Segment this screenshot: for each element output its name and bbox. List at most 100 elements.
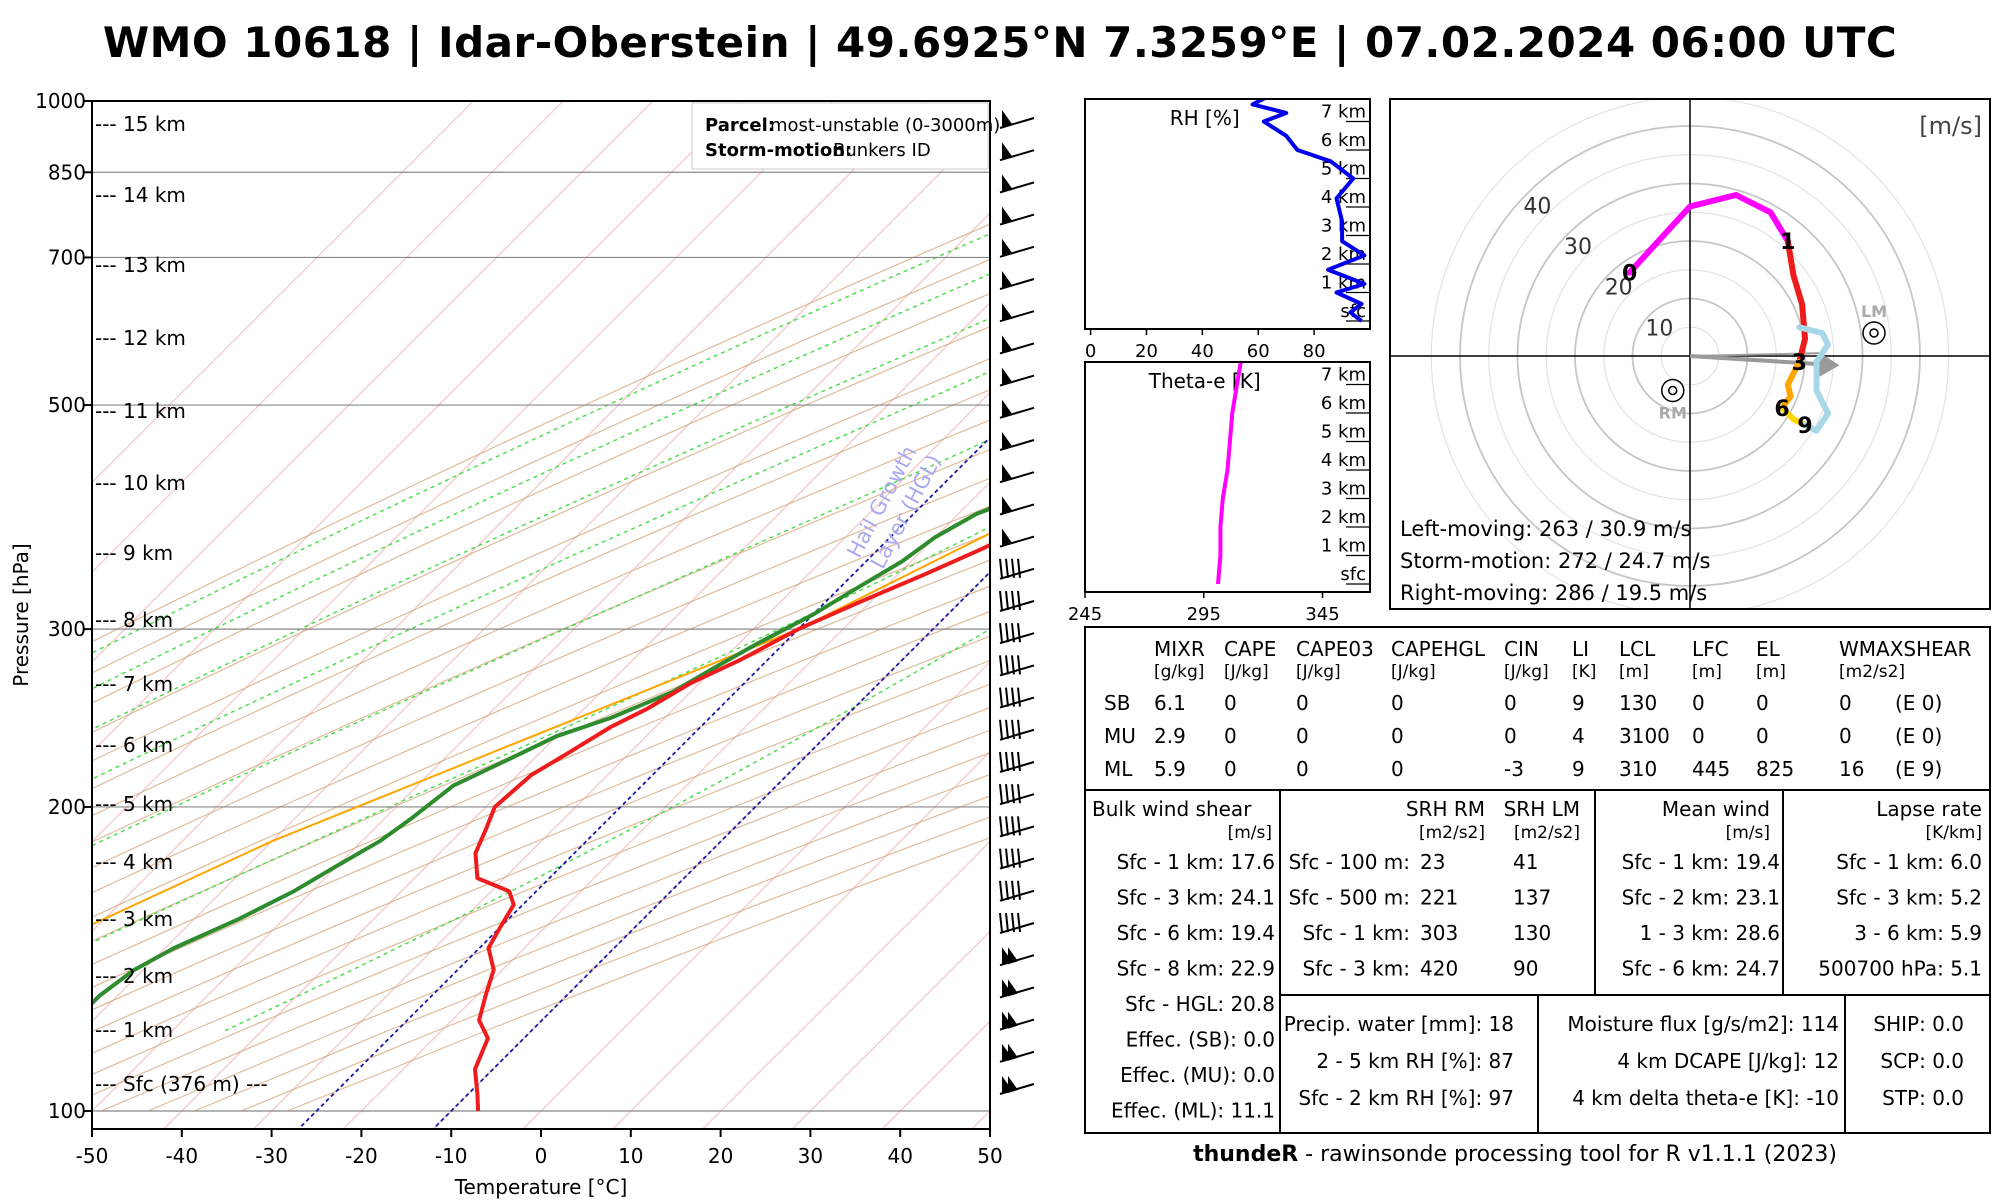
wind-barb-staff (999, 342, 1035, 355)
height-label: --- 14 km (95, 183, 186, 207)
thermo-unit-cell: [J/kg] (1504, 662, 1549, 682)
wind-barb-feather (999, 590, 1003, 611)
wind-barb (999, 464, 1035, 484)
thermo-header-cell: CAPE03 (1296, 637, 1374, 661)
isotherm-line (611, 750, 990, 1129)
height-tick-label: 6 km (1321, 393, 1366, 414)
lapse-rate-title: Lapse rate (1876, 797, 1982, 821)
wind-barb-pennant (1002, 464, 1012, 482)
bulk-shear-unit: [m/s] (1228, 823, 1272, 843)
wind-barb-feather (999, 848, 1003, 868)
thermo-cell: (E 0) (1895, 724, 1942, 748)
srh-lm-unit: [m2/s2] (1514, 823, 1580, 843)
skewt-ylabel: Pressure [hPa] (9, 543, 33, 686)
storm-marker-label: LM (1861, 302, 1887, 321)
skewt-frame (91, 100, 991, 1130)
height-label: --- 12 km (95, 326, 186, 350)
bulk-shear-row: Effec. (SB): 0.0 (1126, 1028, 1275, 1052)
wind-barb (999, 206, 1035, 226)
storm-legend-value: Bunkers ID (833, 140, 931, 161)
mixing-ratio-label: 2 (1187, 297, 1198, 318)
hodograph-storm-text: Storm-motion: 272 / 24.7 m/s (1400, 549, 1710, 573)
temperature-tick-label: 40 (887, 1144, 912, 1168)
wind-barb-staff (999, 245, 1035, 258)
wind-barb (999, 848, 1035, 870)
wind-barb-feather (1011, 912, 1015, 933)
dry-adiabat-line (92, 635, 990, 1011)
wind-barb-feather (1017, 590, 1021, 611)
height-label: --- 1 km (95, 1018, 173, 1042)
thermo-header-cell: LFC (1692, 637, 1729, 661)
isotherm-line (92, 122, 990, 1023)
wind-barb-feather (1017, 655, 1021, 675)
wind-barb-feather (1011, 848, 1015, 868)
bulk-shear-row: Sfc - 3 km: 24.1 (1117, 886, 1275, 910)
hodograph-height-marker: 1 (1780, 230, 1795, 255)
thermo-header-cell: LCL (1619, 637, 1656, 661)
height-label: --- 4 km (95, 850, 173, 874)
height-label: --- 10 km (95, 471, 186, 495)
srh-lm-value: 90 (1513, 957, 1538, 981)
hodograph-ring-label: 30 (1564, 235, 1592, 260)
wind-barb (999, 751, 1035, 773)
flux-row: Moisture flux [g/s/m2]: 114 (1567, 1012, 1839, 1036)
wind-barb-feather (1005, 784, 1009, 804)
bulk-shear-row: Sfc - 8 km: 22.9 (1117, 957, 1275, 981)
thermo-cell: 6.1 (1154, 691, 1186, 715)
height-label: --- 5 km (95, 792, 173, 816)
wind-barb (999, 142, 1035, 162)
isotherm-line (791, 930, 990, 1129)
moisture-row: Precip. water [mm]: 18 (1284, 1012, 1514, 1036)
dry-adiabat-line (92, 532, 990, 918)
mean-wind-row: Sfc - 1 km: 19.4 (1622, 850, 1780, 874)
hodograph-height-marker: 9 (1797, 414, 1812, 439)
hodograph-segment-3-6km (1779, 358, 1803, 411)
wind-barb-pennant (1002, 335, 1012, 353)
moist-adiabat-line (224, 628, 990, 1032)
wind-barb (999, 399, 1035, 419)
wind-barb-feather (999, 655, 1003, 675)
dry-adiabat-line (92, 389, 990, 790)
moist-adiabat-line (92, 233, 990, 654)
lapse-rate-row: 500700 hPa: 5.1 (1818, 957, 1982, 981)
dry-adiabat-line (287, 837, 990, 1112)
height-label: --- 11 km (95, 399, 186, 423)
thetae-profile-line (1216, 362, 1243, 585)
isotherm-line (342, 481, 990, 1129)
wind-barb-feather (1011, 719, 1015, 739)
thermo-cell: ML (1104, 757, 1133, 781)
srh-row-label: Sfc - 1 km: (1302, 921, 1410, 945)
wind-barb-feather (1005, 590, 1009, 611)
wind-barb (999, 367, 1035, 387)
thermo-unit-cell: [J/kg] (1391, 662, 1436, 682)
wind-barb (999, 1076, 1035, 1095)
wind-barb-staff (999, 149, 1035, 162)
panel-line-group (1216, 362, 1243, 585)
wind-barb-feather (999, 558, 1003, 578)
thermo-cell: 9 (1572, 691, 1585, 715)
wind-barb-feather (1017, 687, 1021, 707)
thermo-cell: 825 (1756, 757, 1794, 781)
wind-barb-staff (999, 600, 1035, 612)
temperature-tick-label: -30 (255, 1144, 288, 1168)
srh-rm-unit: [m2/s2] (1419, 823, 1485, 843)
mean-wind-row: Sfc - 2 km: 23.1 (1622, 886, 1780, 910)
height-label: --- Sfc (376 m) --- (95, 1072, 268, 1096)
hodograph-height-marker: 0 (1622, 262, 1637, 287)
isotherm-line (522, 661, 990, 1129)
wind-barb (999, 271, 1035, 290)
bulk-shear-row: Sfc - HGL: 20.8 (1125, 992, 1275, 1016)
x-tick-label: 20 (1135, 341, 1158, 362)
wind-barb-feather (999, 623, 1003, 643)
thermo-header-cell: LI (1572, 637, 1589, 661)
moist-adiabat-line (92, 317, 990, 731)
storm-marker-dot (1668, 385, 1678, 396)
bulk-shear-title: Bulk wind shear (1092, 797, 1252, 821)
wind-barb-feather (1005, 687, 1009, 707)
wind-barb-pennant (1008, 947, 1018, 965)
thermo-unit-cell: [m2/s2] (1839, 662, 1905, 682)
dry-adiabat-line (240, 816, 990, 1112)
height-label: --- 13 km (95, 253, 186, 277)
wind-barb-feather (1005, 880, 1009, 900)
isotherm-line (92, 101, 565, 574)
